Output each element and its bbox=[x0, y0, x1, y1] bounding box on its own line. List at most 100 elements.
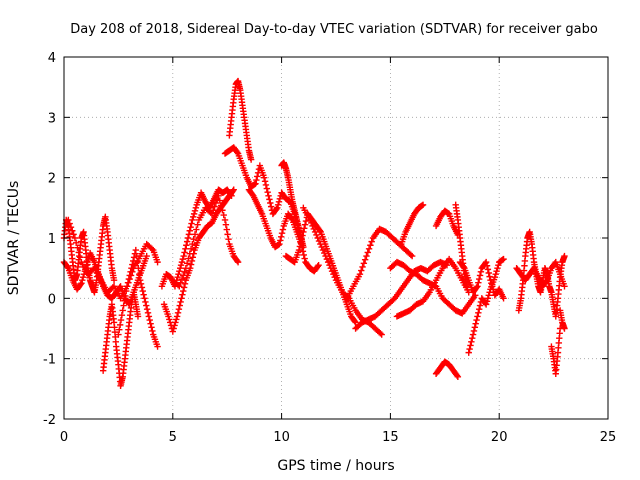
data-point bbox=[298, 236, 305, 243]
axis-ticks bbox=[63, 56, 609, 420]
data-point bbox=[188, 220, 195, 227]
data-point bbox=[215, 192, 222, 199]
data-point bbox=[177, 279, 184, 286]
data-point bbox=[178, 295, 185, 302]
data-point bbox=[181, 280, 189, 288]
data-point bbox=[139, 287, 146, 295]
data-point bbox=[277, 233, 285, 240]
data-point bbox=[175, 271, 182, 278]
data-point bbox=[318, 243, 325, 251]
series-arc-4 bbox=[99, 289, 142, 390]
data-point bbox=[110, 277, 118, 284]
data-point bbox=[309, 222, 316, 230]
data-point bbox=[67, 223, 75, 231]
series-arc-15 bbox=[343, 225, 416, 302]
data-point bbox=[177, 261, 185, 269]
data-point bbox=[135, 264, 142, 272]
data-point bbox=[492, 271, 499, 278]
data-point bbox=[265, 192, 272, 199]
data-point bbox=[75, 249, 82, 256]
data-point bbox=[358, 267, 365, 274]
data-point bbox=[365, 245, 373, 253]
data-point bbox=[407, 251, 415, 259]
data-point bbox=[359, 263, 366, 271]
series-arc-9 bbox=[226, 77, 255, 163]
data-point bbox=[165, 313, 172, 320]
data-point bbox=[330, 271, 337, 278]
data-point bbox=[121, 297, 128, 304]
data-point bbox=[299, 232, 306, 239]
data-point bbox=[267, 203, 275, 210]
series-arc-16 bbox=[352, 258, 451, 332]
data-point bbox=[475, 275, 483, 283]
x-axis-label: GPS time / hours bbox=[277, 458, 394, 474]
data-point bbox=[473, 284, 480, 291]
data-point bbox=[475, 279, 482, 286]
data-point bbox=[483, 298, 491, 305]
data-point bbox=[278, 229, 286, 237]
data-point bbox=[361, 256, 369, 263]
data-point bbox=[186, 250, 193, 257]
data-point bbox=[234, 257, 241, 265]
data-point bbox=[116, 326, 123, 333]
data-point bbox=[179, 291, 186, 298]
y-tick-label: 4 bbox=[48, 51, 56, 66]
data-point bbox=[140, 291, 147, 298]
data-point bbox=[295, 246, 303, 254]
data-point bbox=[119, 307, 126, 314]
data-point bbox=[191, 207, 199, 215]
data-point bbox=[79, 274, 87, 281]
data-point bbox=[472, 320, 479, 327]
data-point bbox=[297, 239, 304, 247]
data-point bbox=[166, 316, 173, 323]
data-point bbox=[125, 275, 133, 283]
data-point bbox=[116, 321, 124, 329]
data-point bbox=[466, 345, 473, 353]
data-point bbox=[180, 252, 187, 260]
data-point bbox=[176, 302, 183, 309]
data-point bbox=[69, 227, 76, 234]
data-point bbox=[469, 334, 476, 342]
data-point bbox=[266, 196, 273, 203]
data-point bbox=[84, 258, 91, 266]
data-point bbox=[484, 266, 492, 273]
y-tick-label: -2 bbox=[43, 413, 56, 428]
data-point bbox=[500, 295, 507, 302]
data-point bbox=[186, 227, 193, 234]
y-axis-label: SDTVAR / TECUs bbox=[6, 181, 22, 296]
y-tick-label: -1 bbox=[43, 353, 56, 368]
x-tick-label: 0 bbox=[60, 430, 68, 445]
data-point bbox=[225, 236, 232, 243]
data-point bbox=[500, 255, 507, 263]
data-point bbox=[475, 309, 482, 317]
data-point bbox=[173, 316, 180, 323]
series-arc-12 bbox=[278, 159, 307, 251]
series-arc-20 bbox=[432, 207, 462, 239]
data-point bbox=[247, 156, 255, 163]
data-point bbox=[176, 283, 183, 290]
data-point bbox=[469, 331, 477, 338]
data-point bbox=[132, 246, 140, 254]
data-point bbox=[180, 284, 188, 291]
data-point bbox=[194, 221, 201, 228]
data-point bbox=[123, 283, 131, 290]
data-point bbox=[183, 238, 191, 245]
data-point bbox=[193, 226, 200, 233]
data-point bbox=[296, 243, 304, 250]
series-arc-21 bbox=[452, 201, 470, 290]
data-point bbox=[485, 269, 492, 277]
data-point bbox=[223, 226, 230, 233]
data-point bbox=[71, 234, 79, 242]
data-point bbox=[377, 330, 384, 337]
data-point bbox=[143, 302, 150, 309]
data-point bbox=[145, 313, 153, 320]
data-point bbox=[474, 313, 481, 320]
data-point bbox=[72, 239, 80, 247]
data-point bbox=[367, 242, 374, 249]
data-point bbox=[275, 198, 283, 205]
data-point bbox=[368, 238, 375, 245]
data-point bbox=[126, 272, 133, 279]
data-point bbox=[221, 216, 229, 224]
x-tick-label: 15 bbox=[382, 430, 399, 445]
data-point bbox=[143, 305, 151, 313]
